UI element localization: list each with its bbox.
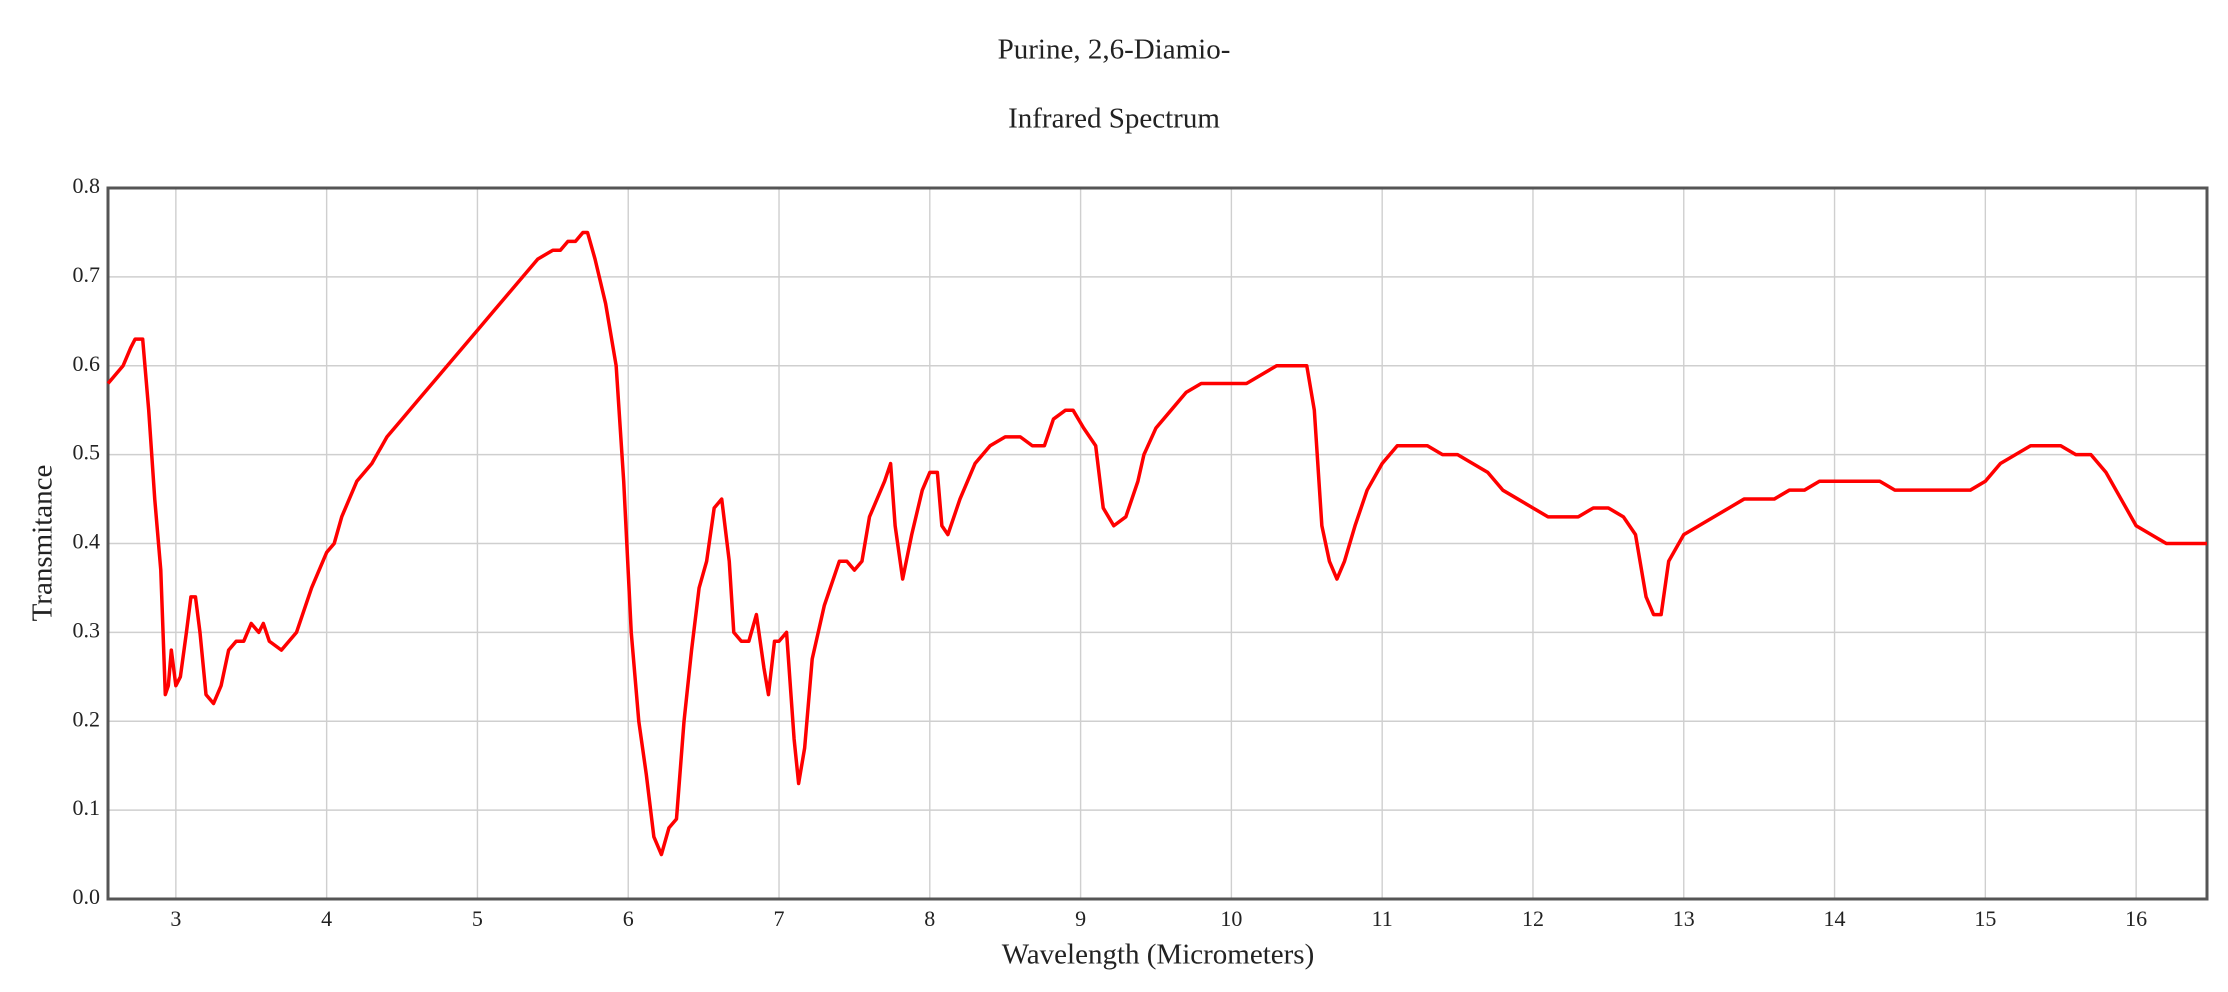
y-tick-label: 0.7	[73, 262, 101, 287]
y-tick-label: 0.5	[73, 440, 101, 465]
x-tick-label: 16	[2125, 906, 2147, 931]
x-tick-label: 3	[170, 906, 181, 931]
chart-subtitle: Infrared Spectrum	[1008, 103, 1220, 135]
x-tick-label: 15	[1974, 906, 1996, 931]
x-tick-label: 13	[1673, 906, 1695, 931]
chart-title: Purine, 2,6-Diamio-	[998, 34, 1231, 66]
x-tick-label: 4	[321, 906, 332, 931]
spectrum-line	[106, 230, 2207, 857]
y-tick-label: 0.8	[73, 173, 101, 198]
y-tick-label: 0.6	[73, 351, 101, 376]
y-tick-label: 0.3	[73, 617, 101, 642]
x-tick-label: 10	[1220, 906, 1242, 931]
y-tick-label: 0.0	[73, 884, 101, 909]
y-tick-label: 0.1	[73, 795, 101, 820]
x-tick-label: 6	[623, 906, 634, 931]
x-tick-label: 12	[1522, 906, 1544, 931]
x-tick-label: 11	[1372, 906, 1393, 931]
x-tick-label: 7	[774, 906, 785, 931]
x-axis-label: Wavelength (Micrometers)	[1002, 939, 1315, 971]
y-tick-label: 0.4	[73, 529, 101, 554]
x-tick-label: 9	[1075, 906, 1086, 931]
x-tick-label: 14	[1824, 906, 1846, 931]
x-tick-label: 8	[924, 906, 935, 931]
x-tick-label: 5	[472, 906, 483, 931]
y-tick-label: 0.2	[73, 706, 101, 731]
y-axis-label: Transmitance	[27, 465, 59, 622]
